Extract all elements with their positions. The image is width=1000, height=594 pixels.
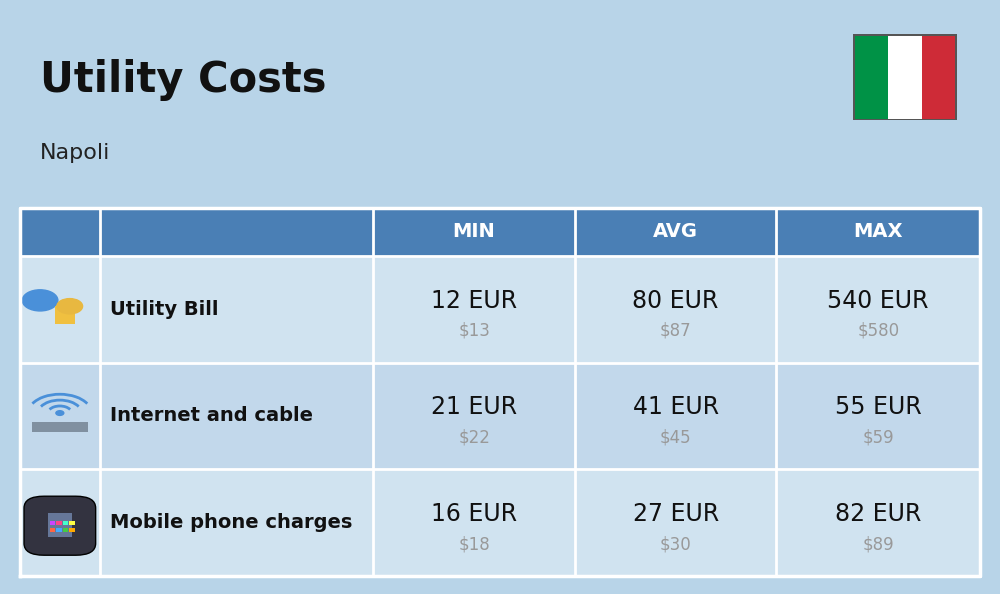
- Bar: [776, 256, 980, 362]
- Bar: [575, 256, 776, 362]
- Text: MIN: MIN: [453, 222, 495, 241]
- Bar: [56, 522, 62, 525]
- Bar: [50, 528, 55, 532]
- Circle shape: [22, 290, 58, 311]
- Text: $13: $13: [458, 321, 490, 340]
- Bar: [69, 522, 75, 525]
- Text: 82 EUR: 82 EUR: [835, 503, 921, 526]
- Bar: [63, 528, 68, 532]
- Bar: [56, 528, 62, 532]
- Text: $89: $89: [862, 535, 894, 553]
- Text: $22: $22: [458, 428, 490, 446]
- Bar: [373, 469, 575, 576]
- Bar: [100, 256, 373, 362]
- Bar: [20, 362, 100, 469]
- Bar: [922, 36, 955, 119]
- Text: $18: $18: [458, 535, 490, 553]
- Text: $87: $87: [660, 321, 691, 340]
- Text: Mobile phone charges: Mobile phone charges: [110, 513, 352, 532]
- Text: 41 EUR: 41 EUR: [633, 396, 719, 419]
- Circle shape: [56, 410, 64, 415]
- Bar: [100, 362, 373, 469]
- Text: $30: $30: [660, 535, 692, 553]
- FancyBboxPatch shape: [24, 496, 96, 555]
- Bar: [373, 256, 575, 362]
- Circle shape: [57, 299, 83, 314]
- Bar: [575, 469, 776, 576]
- Bar: [20, 208, 100, 256]
- Text: 540 EUR: 540 EUR: [827, 289, 929, 312]
- Bar: [575, 362, 776, 469]
- Bar: [20, 469, 100, 576]
- Bar: [373, 362, 575, 469]
- Text: 21 EUR: 21 EUR: [431, 396, 517, 419]
- Bar: [855, 36, 888, 119]
- Bar: [32, 422, 88, 432]
- Text: 80 EUR: 80 EUR: [632, 289, 719, 312]
- Text: Utility Costs: Utility Costs: [40, 59, 326, 102]
- Bar: [100, 469, 373, 576]
- Text: AVG: AVG: [653, 222, 698, 241]
- Text: $580: $580: [857, 321, 899, 340]
- Bar: [888, 36, 922, 119]
- Text: Napoli: Napoli: [40, 143, 110, 163]
- Bar: [63, 522, 68, 525]
- Bar: [776, 208, 980, 256]
- Text: Utility Bill: Utility Bill: [110, 300, 218, 318]
- Text: Internet and cable: Internet and cable: [110, 406, 313, 425]
- Bar: [100, 208, 373, 256]
- Bar: [20, 256, 100, 362]
- Text: 12 EUR: 12 EUR: [431, 289, 517, 312]
- Text: $45: $45: [660, 428, 691, 446]
- Bar: [575, 208, 776, 256]
- Text: 55 EUR: 55 EUR: [835, 396, 922, 419]
- Bar: [50, 522, 55, 525]
- Bar: [776, 469, 980, 576]
- Bar: [55, 307, 75, 324]
- Bar: [373, 208, 575, 256]
- Text: 16 EUR: 16 EUR: [431, 503, 517, 526]
- Bar: [853, 34, 957, 120]
- Bar: [48, 513, 72, 538]
- Bar: [776, 362, 980, 469]
- Text: $59: $59: [862, 428, 894, 446]
- Text: 27 EUR: 27 EUR: [633, 503, 719, 526]
- Text: MAX: MAX: [853, 222, 903, 241]
- Bar: [69, 528, 75, 532]
